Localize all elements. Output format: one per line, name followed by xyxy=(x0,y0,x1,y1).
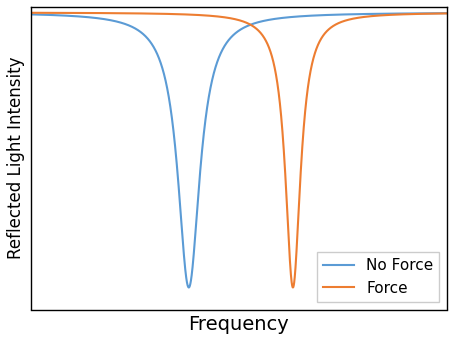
No Force xyxy=(187,284,192,288)
Force xyxy=(444,11,450,15)
Force xyxy=(370,14,376,18)
X-axis label: Frequency: Frequency xyxy=(188,315,289,334)
Force xyxy=(290,285,296,290)
No Force xyxy=(28,12,33,16)
Line: Force: Force xyxy=(30,13,447,287)
No Force xyxy=(104,17,109,21)
Force xyxy=(28,11,33,15)
Force xyxy=(277,105,283,109)
No Force xyxy=(444,11,450,15)
No Force xyxy=(299,14,304,18)
Y-axis label: Reflected Light Intensity: Reflected Light Intensity xyxy=(7,57,25,260)
Legend: No Force, Force: No Force, Force xyxy=(317,252,439,302)
Force xyxy=(104,11,109,15)
No Force xyxy=(370,12,376,16)
No Force xyxy=(278,16,283,20)
Force xyxy=(299,158,304,162)
Force xyxy=(339,20,344,24)
Line: No Force: No Force xyxy=(30,13,447,287)
Force xyxy=(187,13,192,17)
No Force xyxy=(339,13,344,17)
No Force xyxy=(186,285,192,290)
